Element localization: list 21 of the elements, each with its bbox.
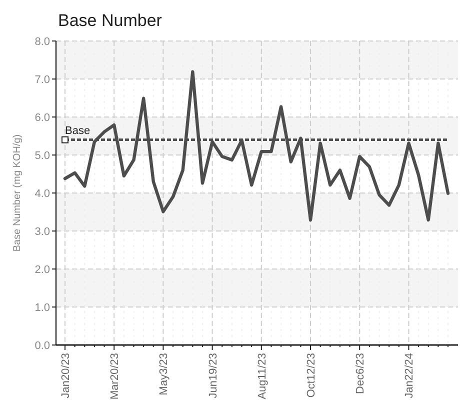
y-axis-title: Base Number (mg KOH/g) [12,134,23,252]
y-tick-label: 3.0 [34,226,50,238]
y-tick-label: 5.0 [34,150,50,162]
x-tick-label: Oct12/23 [306,353,318,398]
x-tick-label: May3/23 [158,353,170,396]
y-tick-label: 1.0 [34,302,50,314]
x-tick-label: Jan22/24 [404,353,416,398]
y-tick-label: 6.0 [34,112,50,124]
x-tick-label: Mar20/23 [109,353,122,400]
y-tick-label: 0.0 [34,340,50,352]
chart-title: Base Number [58,11,162,30]
y-tick-label: 2.0 [34,264,50,276]
x-tick-label: Jan20/23 [60,353,72,398]
line-series [63,70,450,222]
x-tick-label: Dec6/23 [354,353,367,394]
x-tick-label: Aug11/23 [256,353,268,400]
y-tick-label: 8.0 [34,36,50,48]
ref-line-label: Base [65,124,90,137]
x-tick-label: Jun19/23 [207,353,220,398]
y-tick-label: 7.0 [34,74,50,86]
y-tick-label: 4.0 [34,188,50,200]
